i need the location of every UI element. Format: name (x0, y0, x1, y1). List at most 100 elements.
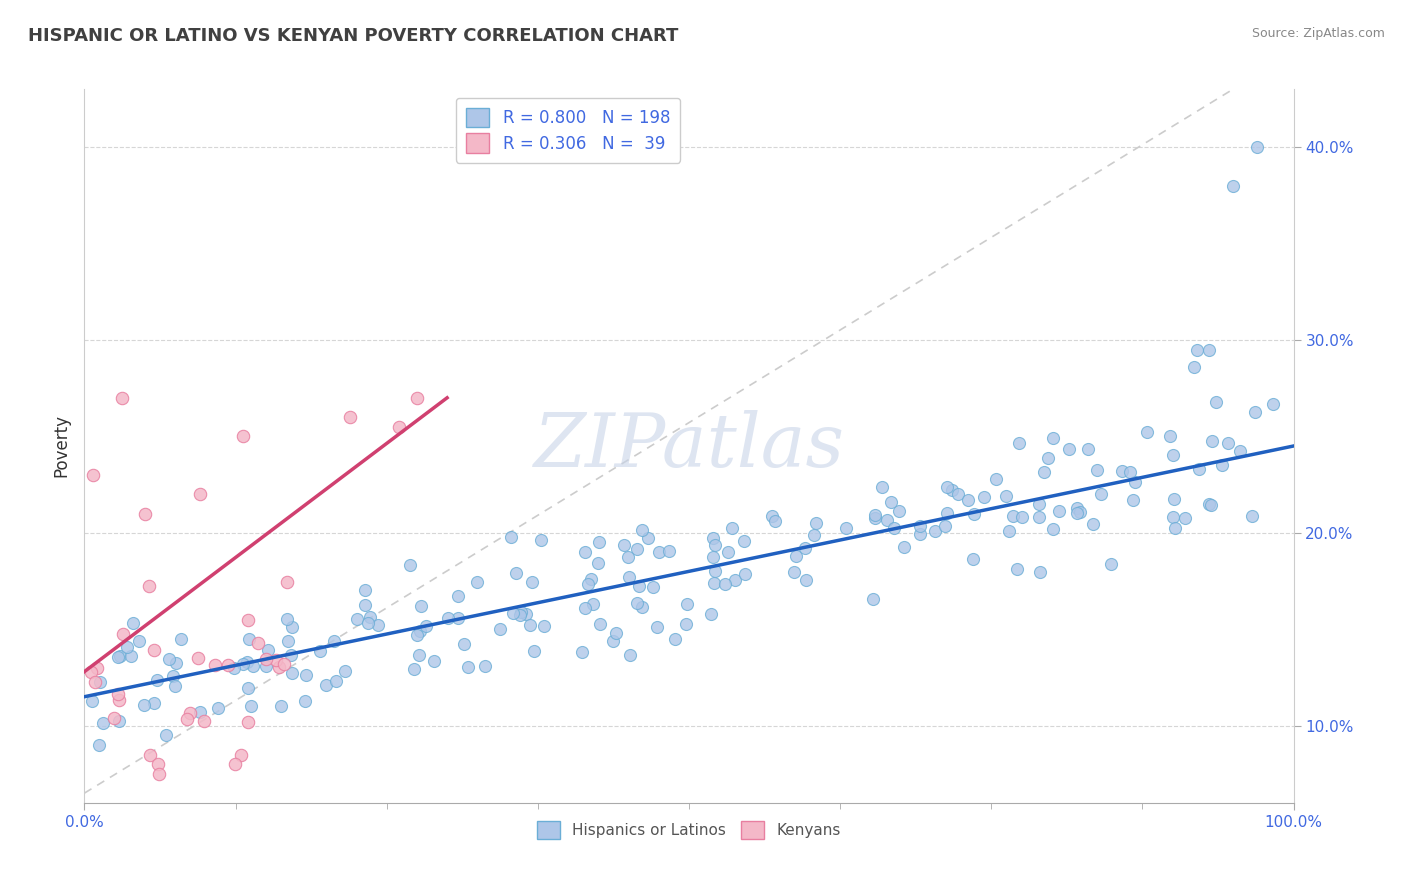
Point (862, 592, 884, 607)
Point (908, 519, 931, 533)
Point (1028, 498, 1050, 512)
Point (1008, 436, 1031, 450)
Point (1211, 458, 1233, 473)
Point (231, 429, 253, 443)
Point (1218, 436, 1240, 450)
Point (1066, 507, 1088, 521)
Point (333, 664, 356, 678)
Point (986, 472, 1008, 486)
Point (1032, 465, 1054, 479)
Point (520, 574, 543, 589)
Point (315, 678, 337, 692)
Point (465, 574, 488, 589)
Point (1159, 429, 1181, 443)
Point (794, 573, 817, 587)
Point (613, 538, 636, 552)
Point (89, 675, 111, 690)
Point (1205, 394, 1227, 409)
Point (994, 489, 1017, 503)
Point (83, 675, 105, 690)
Point (1136, 425, 1159, 439)
Point (447, 611, 470, 625)
Point (359, 610, 381, 624)
Point (1119, 465, 1142, 479)
Point (702, 549, 724, 564)
Point (946, 487, 969, 501)
Point (346, 612, 368, 626)
Point (447, 589, 470, 603)
Point (703, 575, 725, 590)
Point (574, 601, 596, 615)
Point (835, 521, 858, 535)
Point (242, 659, 264, 673)
Point (619, 648, 641, 662)
Point (724, 573, 747, 587)
Point (254, 658, 277, 673)
Point (1198, 343, 1220, 357)
Point (515, 607, 537, 621)
Point (963, 507, 986, 521)
Point (238, 681, 260, 695)
Point (1057, 442, 1080, 457)
Point (703, 538, 725, 552)
Point (406, 391, 429, 405)
Point (86, 661, 108, 675)
Point (132, 698, 155, 713)
Point (80, 665, 103, 679)
Point (115, 640, 138, 655)
Point (530, 533, 553, 548)
Point (453, 637, 475, 651)
Point (733, 533, 755, 548)
Point (863, 510, 886, 524)
Point (1222, 178, 1244, 193)
Point (165, 657, 187, 671)
Point (107, 650, 129, 665)
Point (229, 747, 252, 762)
Point (165, 679, 187, 693)
Text: ZIPatlas: ZIPatlas (533, 409, 845, 483)
Point (1099, 557, 1122, 571)
Point (704, 564, 727, 578)
Point (637, 531, 659, 545)
Point (1185, 343, 1208, 357)
Point (1069, 505, 1091, 519)
Point (1161, 510, 1184, 524)
Point (664, 632, 686, 646)
Point (254, 651, 277, 665)
Point (505, 566, 527, 581)
Point (232, 657, 254, 672)
Point (509, 608, 531, 623)
Point (589, 617, 612, 632)
Point (605, 626, 627, 640)
Point (325, 674, 347, 689)
Point (176, 712, 198, 726)
Point (1123, 475, 1146, 489)
Point (207, 701, 229, 715)
Point (1077, 442, 1099, 456)
Point (107, 693, 129, 707)
Point (936, 480, 959, 494)
Point (82, 467, 104, 482)
Point (502, 606, 524, 620)
Point (648, 545, 671, 559)
Point (641, 580, 664, 594)
Point (488, 622, 510, 636)
Point (1047, 504, 1070, 518)
Point (406, 628, 429, 642)
Point (188, 705, 211, 719)
Point (409, 599, 432, 614)
Point (108, 649, 131, 664)
Point (574, 545, 596, 559)
Point (576, 577, 599, 591)
Point (276, 633, 298, 648)
Point (716, 545, 738, 559)
Point (281, 666, 304, 681)
Point (367, 618, 389, 632)
Point (1163, 491, 1185, 506)
Point (204, 658, 226, 673)
Point (1090, 486, 1112, 500)
Point (276, 612, 298, 626)
Point (91, 715, 114, 730)
Point (1042, 431, 1064, 445)
Point (865, 508, 887, 523)
